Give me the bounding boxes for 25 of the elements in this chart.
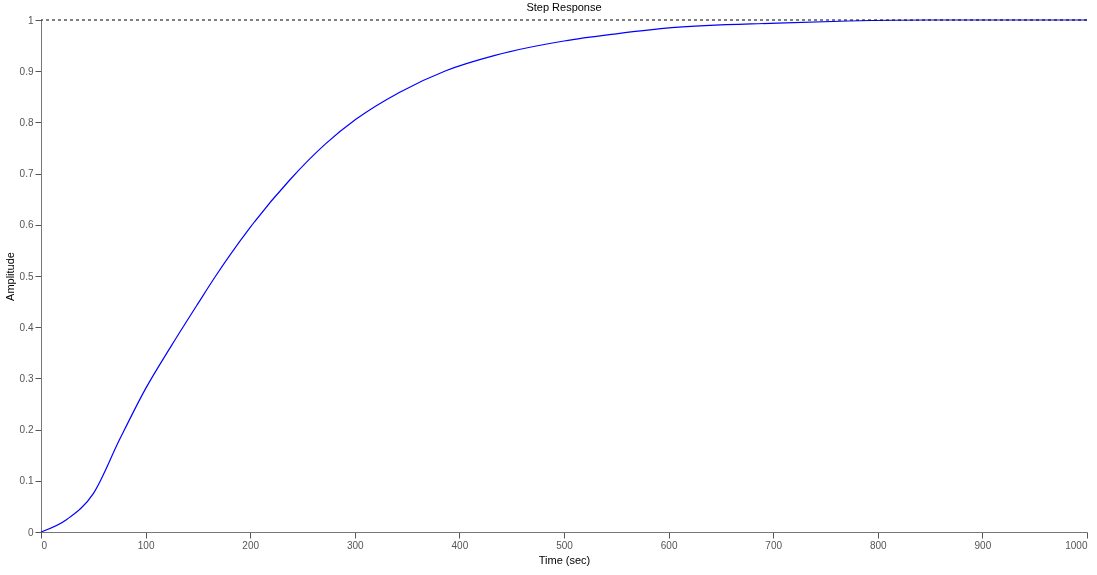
x-tick-label: 200: [242, 539, 260, 551]
x-tick-label: 300: [346, 539, 365, 551]
x-tick-label: 500: [556, 539, 574, 551]
x-axis-title: Time (sec): [538, 553, 591, 566]
y-tick-label: 0.8: [19, 116, 34, 128]
x-tick-label: 400: [451, 539, 469, 551]
y-tick-label: 0.3: [19, 372, 34, 384]
x-tick-label: 900: [974, 539, 992, 551]
x-tick-label: 1000: [1065, 539, 1088, 551]
x-tick-label: 0: [41, 539, 48, 551]
y-tick-label: 0.5: [19, 270, 34, 282]
y-tick-label: 0.7: [19, 168, 34, 180]
y-tick-label: 0.6: [19, 219, 34, 231]
x-tick-label: 100: [137, 539, 155, 551]
x-tick-label: 600: [660, 539, 678, 551]
y-tick-label: 0: [27, 526, 34, 538]
chart-title: Step Response: [526, 1, 602, 13]
y-tick-label: 1: [27, 14, 34, 26]
y-tick-label: 0.1: [19, 475, 34, 487]
x-tick-label: 800: [869, 539, 888, 551]
y-tick-label: 0.4: [19, 321, 34, 333]
y-axis-title: Amplitude: [3, 252, 16, 301]
y-tick-label: 0.2: [19, 424, 34, 436]
x-tick-label: 700: [765, 539, 783, 551]
y-tick-label: 0.9: [19, 65, 34, 77]
